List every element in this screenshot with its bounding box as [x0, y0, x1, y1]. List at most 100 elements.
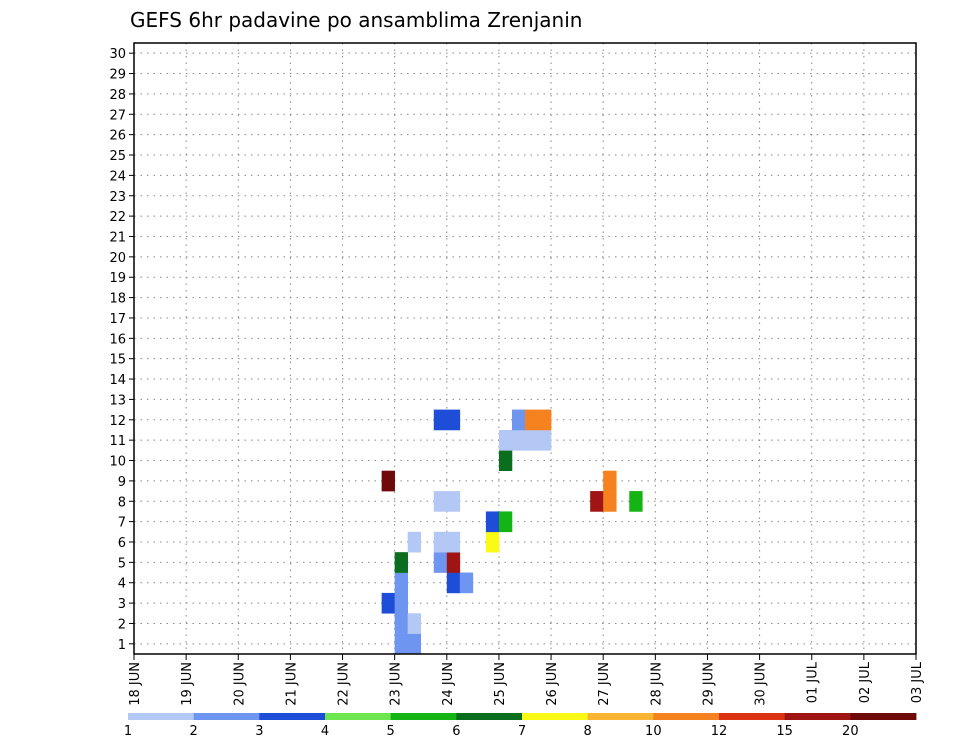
legend-label: 10	[645, 724, 662, 739]
y-tick-label: 24	[109, 169, 126, 184]
y-tick-label: 26	[109, 129, 126, 144]
x-tick-label: 18 JUN	[128, 662, 143, 706]
x-tick-label: 21 JUN	[284, 662, 299, 706]
x-tick-label: 20 JUN	[232, 662, 247, 706]
y-tick-label: 27	[109, 108, 126, 123]
legend-swatch	[259, 713, 326, 720]
heat-cell	[407, 613, 422, 634]
heat-cell	[446, 552, 461, 573]
y-tick-label: 8	[118, 495, 126, 510]
legend-swatch	[390, 713, 457, 720]
y-tick-label: 2	[118, 617, 126, 632]
legend-swatch	[784, 713, 851, 720]
x-tick-label: 23 JUN	[389, 662, 404, 706]
legend-label: 20	[842, 724, 859, 739]
legend-label: 3	[255, 724, 263, 739]
heat-cell	[433, 491, 448, 512]
heat-cell	[446, 572, 461, 594]
legend-label: 2	[190, 724, 198, 739]
data-cells	[381, 409, 643, 655]
x-tick-label: 19 JUN	[180, 662, 195, 706]
x-tick-label: 24 JUN	[441, 662, 456, 706]
x-axis-ticks: 18 JUN 19 JUN 20 JUN 21 JUN 22 JUN 23 JUN 24 J…	[128, 654, 925, 706]
y-tick-label: 22	[109, 210, 126, 225]
legend-label: 7	[518, 724, 526, 739]
heat-cell	[603, 470, 617, 492]
legend-swatch	[850, 713, 917, 720]
x-tick-label: 30 JUN	[754, 662, 769, 706]
heat-cell	[511, 409, 526, 431]
heat-cell	[433, 531, 448, 553]
heat-cell	[629, 491, 643, 512]
y-tick-label: 15	[109, 353, 126, 368]
y-tick-label: 5	[118, 556, 126, 571]
y-tick-label: 12	[109, 414, 126, 429]
legend-label: 12	[711, 724, 728, 739]
x-tick-label: 26 JUN	[545, 662, 560, 706]
legend-swatch	[653, 713, 720, 720]
x-tick-label: 03 JUL	[910, 661, 925, 703]
legend-label: 6	[452, 724, 460, 739]
y-tick-label: 9	[118, 475, 126, 490]
heat-cell	[433, 409, 448, 431]
heat-cell	[603, 491, 617, 512]
plot-frame	[133, 42, 917, 655]
heat-cell	[446, 531, 461, 553]
legend-swatch	[522, 713, 589, 720]
legend-swatch	[456, 713, 523, 720]
y-tick-label: 18	[109, 292, 126, 307]
heat-cell	[498, 450, 513, 471]
y-tick-label: 13	[109, 393, 126, 408]
y-tick-label: 10	[109, 455, 126, 470]
x-tick-label: 01 JUL	[806, 661, 821, 703]
heat-cell	[394, 613, 408, 634]
legend-swatch	[719, 713, 786, 720]
heat-cell	[590, 491, 604, 512]
legend-swatch	[587, 713, 654, 720]
heat-cell	[394, 592, 408, 614]
heat-cell	[394, 633, 408, 655]
legend-label: 8	[584, 724, 592, 739]
heat-cell	[485, 511, 500, 533]
heat-cell	[433, 552, 448, 573]
heat-cell	[407, 633, 422, 655]
y-tick-label: 20	[109, 251, 126, 266]
heat-cell	[459, 572, 474, 594]
heat-cell	[446, 491, 461, 512]
heat-cell	[498, 429, 513, 451]
legend-swatch	[193, 713, 260, 720]
legend-label: 5	[387, 724, 395, 739]
y-tick-label: 16	[109, 332, 126, 347]
y-tick-label: 19	[109, 271, 126, 286]
y-tick-label: 1	[118, 638, 126, 653]
y-tick-label: 23	[109, 190, 126, 205]
y-tick-label: 21	[109, 230, 126, 245]
y-tick-label: 6	[118, 536, 126, 551]
x-tick-label: 29 JUN	[701, 662, 716, 706]
x-tick-label: 02 JUL	[858, 661, 873, 703]
heat-cell	[498, 511, 513, 533]
y-tick-label: 7	[118, 516, 126, 531]
y-tick-label: 30	[109, 47, 126, 62]
y-tick-label: 17	[109, 312, 126, 327]
legend-label: 4	[321, 724, 329, 739]
chart-title: GEFS 6hr padavine po ansamblima Zrenjani…	[130, 8, 582, 32]
y-tick-label: 14	[109, 373, 126, 388]
y-tick-label: 28	[109, 88, 126, 103]
x-tick-label: 28 JUN	[649, 662, 664, 706]
x-tick-label: 22 JUN	[337, 662, 352, 706]
heat-cell	[525, 409, 539, 431]
heat-cell	[381, 592, 395, 614]
y-tick-label: 25	[109, 149, 126, 164]
heat-cell	[538, 409, 552, 431]
heat-cell	[381, 470, 395, 492]
x-tick-label: 25 JUN	[493, 662, 508, 706]
y-tick-label: 29	[109, 68, 126, 83]
color-legend: 1 2 3 4 5 6 7 8 10 12 15 20	[124, 713, 917, 739]
legend-swatch	[128, 713, 195, 720]
heat-cell	[511, 429, 526, 451]
heat-cell	[394, 572, 408, 594]
heat-cell	[394, 552, 408, 573]
legend-label: 15	[776, 724, 793, 739]
